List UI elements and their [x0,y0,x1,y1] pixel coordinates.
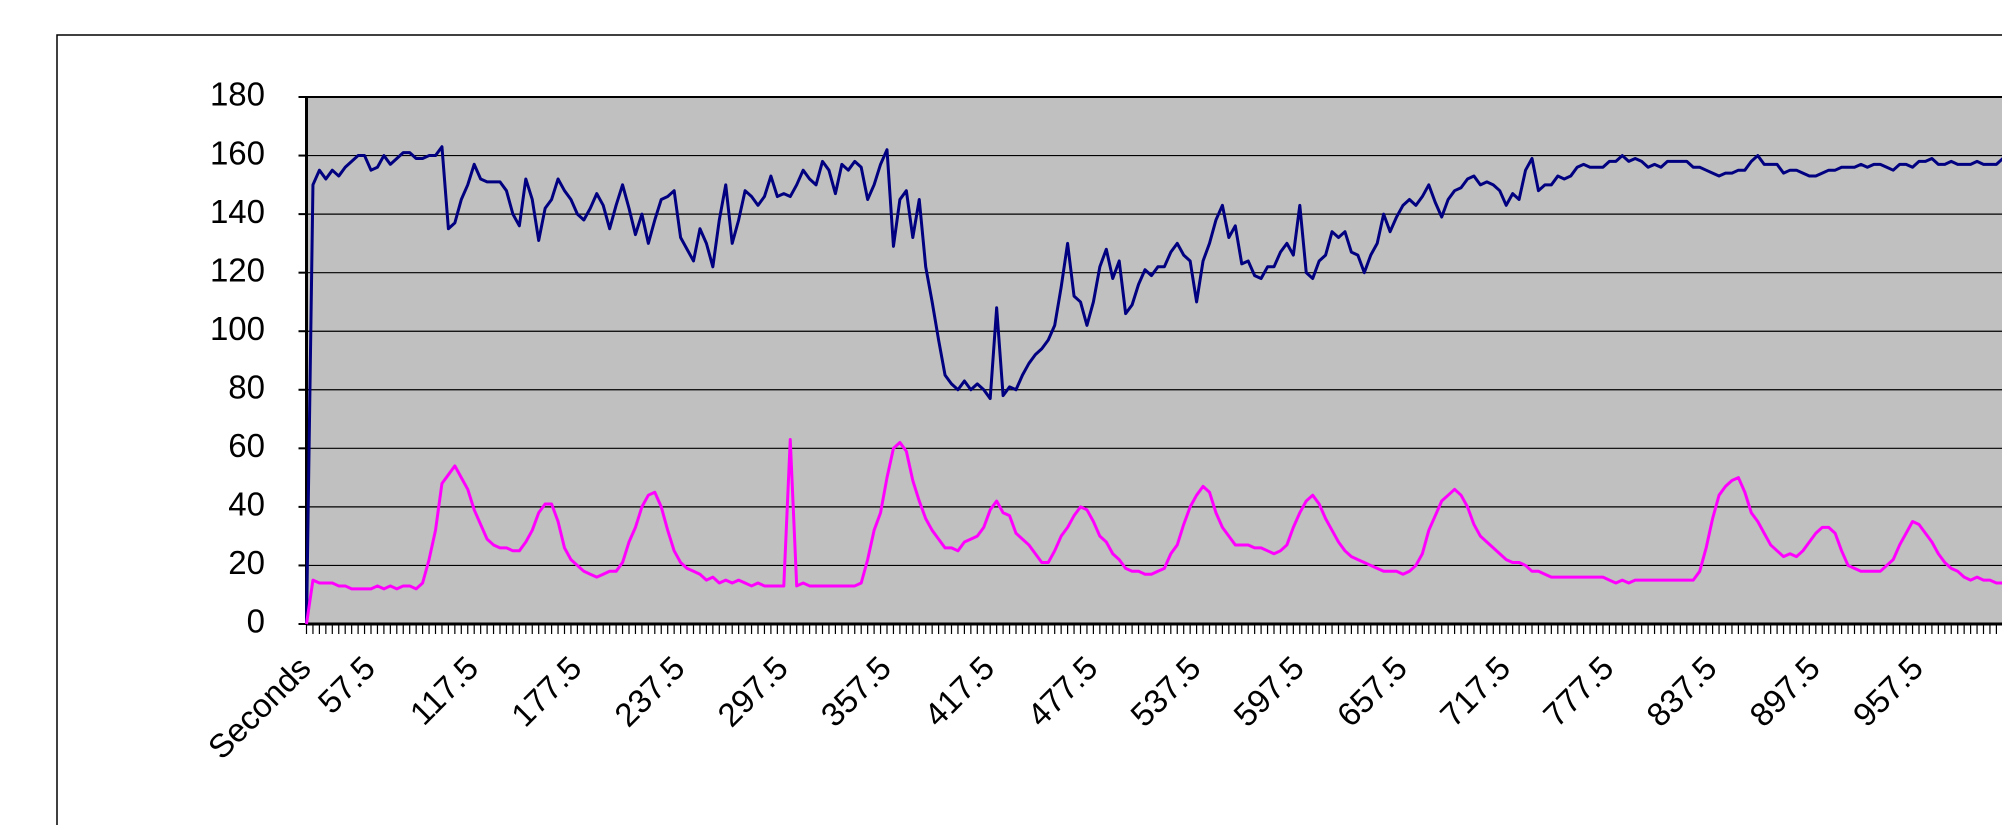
y-tick-label: 160 [210,134,265,171]
plot-area [305,96,2002,625]
y-tick-label: 140 [210,193,265,230]
y-tick-label: 120 [210,251,265,288]
y-tick-label: 0 [247,603,265,640]
y-tick-label: 60 [228,427,265,464]
y-tick-label: 20 [228,544,265,581]
series-line [305,438,2002,625]
y-tick-label: 100 [210,310,265,347]
y-tick-label: 80 [228,368,265,405]
series-line [305,145,2002,625]
y-tick-label: 40 [228,486,265,523]
y-tick-label: 180 [210,76,265,113]
